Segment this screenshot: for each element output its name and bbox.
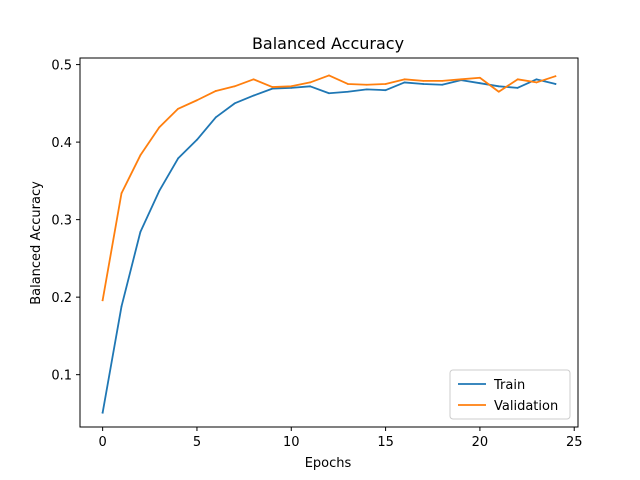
data-point-train-4 bbox=[177, 157, 179, 160]
axes-frame bbox=[79, 57, 579, 428]
data-point-train-18 bbox=[441, 83, 444, 86]
legend-label-validation: Validation bbox=[494, 399, 558, 414]
data-point-validation-21 bbox=[497, 90, 500, 93]
data-point-validation-0 bbox=[101, 299, 104, 302]
data-point-validation-1 bbox=[120, 192, 123, 195]
data-point-train-11 bbox=[309, 85, 312, 88]
data-point-validation-23 bbox=[535, 81, 538, 84]
x-tick-label: 5 bbox=[193, 435, 201, 450]
data-point-train-7 bbox=[233, 102, 236, 105]
data-point-train-22 bbox=[516, 86, 519, 89]
legend-label-train: Train bbox=[493, 378, 525, 393]
plot-area bbox=[79, 57, 579, 428]
data-point-train-15 bbox=[384, 89, 387, 92]
y-tick-label: 0.5 bbox=[51, 59, 72, 74]
x-tick-label: 25 bbox=[566, 435, 583, 450]
data-point-validation-4 bbox=[177, 107, 179, 110]
x-tick-label: 0 bbox=[98, 435, 106, 450]
data-point-train-1 bbox=[120, 305, 123, 308]
y-axis-label: Balanced Accuracy bbox=[29, 181, 44, 305]
data-point-train-12 bbox=[328, 92, 330, 95]
data-point-validation-24 bbox=[554, 75, 557, 78]
data-point-validation-9 bbox=[271, 86, 274, 88]
data-point-train-2 bbox=[139, 231, 142, 233]
data-point-validation-17 bbox=[422, 79, 425, 82]
data-point-train-6 bbox=[214, 116, 217, 119]
x-axis: 0 5 10 15 20 25 bbox=[98, 427, 583, 450]
data-point-validation-10 bbox=[290, 85, 293, 88]
data-point-train-5 bbox=[196, 138, 198, 141]
data-point-validation-3 bbox=[158, 126, 161, 129]
y-tick-label: 0.3 bbox=[51, 214, 72, 229]
data-point-train-21 bbox=[497, 85, 500, 88]
data-point-validation-18 bbox=[441, 79, 444, 82]
data-point-validation-8 bbox=[252, 78, 255, 81]
data-point-validation-5 bbox=[196, 99, 198, 102]
legend: Train Validation bbox=[449, 369, 571, 420]
data-point-validation-11 bbox=[309, 81, 312, 84]
chart-title: Balanced Accuracy bbox=[252, 34, 404, 53]
data-point-train-17 bbox=[422, 83, 425, 85]
data-point-validation-19 bbox=[460, 78, 462, 81]
data-point-train-8 bbox=[252, 94, 255, 97]
data-point-train-24 bbox=[554, 83, 557, 85]
data-point-train-20 bbox=[479, 82, 481, 85]
data-point-validation-20 bbox=[479, 76, 481, 79]
legend-box bbox=[449, 369, 571, 420]
data-point-train-9 bbox=[271, 87, 274, 90]
data-point-validation-15 bbox=[384, 83, 387, 85]
x-axis-label: Epochs bbox=[305, 456, 352, 471]
data-point-train-16 bbox=[403, 81, 406, 84]
data-point-train-3 bbox=[158, 190, 161, 192]
x-tick-label: 20 bbox=[472, 435, 489, 450]
data-point-train-10 bbox=[290, 86, 293, 89]
data-point-validation-14 bbox=[365, 83, 368, 86]
data-point-validation-16 bbox=[403, 78, 406, 81]
y-tick-label: 0.2 bbox=[51, 291, 72, 306]
data-point-validation-7 bbox=[233, 85, 236, 88]
data-point-train-13 bbox=[346, 90, 349, 93]
x-tick-label: 15 bbox=[377, 435, 394, 450]
y-tick-label: 0.4 bbox=[51, 136, 72, 151]
y-tick-label: 0.1 bbox=[51, 369, 72, 384]
data-point-train-14 bbox=[365, 88, 368, 91]
x-tick-label: 10 bbox=[283, 435, 300, 450]
data-point-validation-2 bbox=[139, 154, 142, 157]
data-point-train-23 bbox=[535, 78, 538, 81]
data-point-validation-6 bbox=[214, 90, 217, 92]
data-point-validation-12 bbox=[328, 74, 330, 77]
y-axis: 0.1 0.2 0.3 0.4 0.5 bbox=[51, 59, 80, 384]
data-point-validation-13 bbox=[346, 83, 349, 85]
data-point-train-0 bbox=[101, 411, 104, 414]
data-point-validation-22 bbox=[516, 78, 519, 81]
